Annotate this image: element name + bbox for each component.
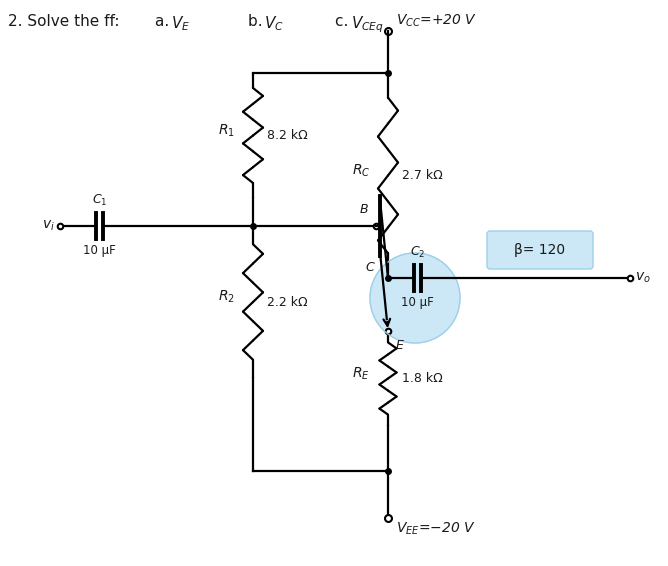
Text: $V_{EE}$=−20 V: $V_{EE}$=−20 V bbox=[396, 521, 476, 537]
Text: $C_1$: $C_1$ bbox=[92, 193, 108, 208]
Text: a.: a. bbox=[155, 14, 174, 29]
Circle shape bbox=[370, 253, 460, 343]
Text: B: B bbox=[359, 203, 368, 216]
Text: b.: b. bbox=[248, 14, 267, 29]
Text: c.: c. bbox=[335, 14, 353, 29]
Text: $V_{CEq}$: $V_{CEq}$ bbox=[351, 14, 384, 35]
FancyBboxPatch shape bbox=[487, 231, 593, 269]
Text: $V_{CC}$=+20 V: $V_{CC}$=+20 V bbox=[396, 12, 477, 29]
Text: 10 μF: 10 μF bbox=[401, 296, 434, 309]
Text: $C_2$: $C_2$ bbox=[410, 245, 425, 260]
Text: C: C bbox=[365, 261, 374, 274]
Text: $V_E$: $V_E$ bbox=[171, 14, 190, 33]
Text: 2.2 kΩ: 2.2 kΩ bbox=[267, 295, 308, 308]
Text: 8.2 kΩ: 8.2 kΩ bbox=[267, 129, 308, 142]
Text: $R_C$: $R_C$ bbox=[351, 162, 370, 179]
Text: $v_i$: $v_i$ bbox=[42, 219, 55, 233]
Text: 1.8 kΩ: 1.8 kΩ bbox=[402, 372, 443, 385]
Text: $v_o$: $v_o$ bbox=[635, 271, 651, 285]
Text: $R_2$: $R_2$ bbox=[218, 289, 235, 305]
Text: $V_C$: $V_C$ bbox=[264, 14, 284, 33]
Text: $R_E$: $R_E$ bbox=[352, 365, 370, 381]
Text: $R_1$: $R_1$ bbox=[218, 122, 235, 139]
Text: 2.7 kΩ: 2.7 kΩ bbox=[402, 169, 443, 182]
Text: 10 μF: 10 μF bbox=[83, 244, 116, 257]
Text: 2. Solve the ff:: 2. Solve the ff: bbox=[8, 14, 120, 29]
Text: E: E bbox=[396, 339, 404, 352]
Text: β= 120: β= 120 bbox=[514, 243, 566, 257]
